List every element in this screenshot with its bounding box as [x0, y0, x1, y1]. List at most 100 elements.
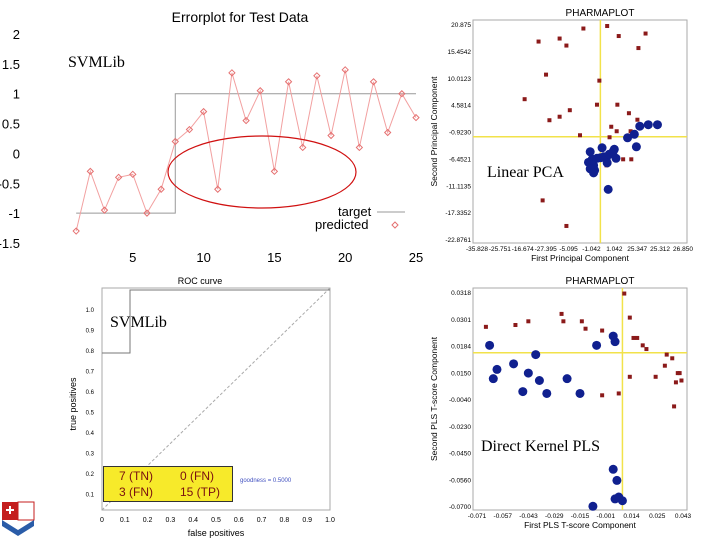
pca-panel: PHARMAPLOT 20.875 15.4542 10.0123 4.5814 -0.9… [425, 0, 720, 272]
xtick-label: 0.014 [623, 513, 640, 520]
overlay-svmlib-top: SVMLib [68, 54, 125, 71]
red-point [640, 343, 645, 348]
errorplot-predicted-point [171, 137, 179, 146]
plot-frame [472, 19, 688, 244]
errorplot-predicted-point [270, 167, 279, 176]
red-point [631, 335, 636, 340]
errorplot-highlight-ellipse [167, 135, 357, 209]
errorplot-predicted-point [327, 131, 335, 140]
overlay-linear-pca: Linear PCA [487, 164, 564, 181]
red-point [643, 31, 648, 36]
blue-point [597, 143, 607, 153]
xtick-label: 25.312 [650, 246, 670, 253]
overlay-svmlib-bottom: SVMLib [110, 314, 167, 331]
red-point [557, 36, 562, 41]
red-point [483, 324, 488, 329]
roc-xtick: 0.4 [188, 517, 198, 524]
pls-panel: PHARMAPLOT 0.0318 0.0301 0.0184 0.0150 -0.004… [425, 270, 720, 540]
errorplot-predicted-line [75, 69, 417, 232]
blue-point [588, 501, 598, 511]
roc-xtick: 0.9 [302, 517, 312, 524]
ytick-label: 20.875 [451, 22, 471, 29]
errorplot-ytick: -0.5 [0, 176, 20, 191]
xtick-label: 0.043 [675, 513, 692, 520]
plot-title: PHARMAPLOT [566, 8, 635, 19]
ytick-label: -22.8761 [445, 237, 471, 244]
roc-curve [102, 289, 330, 354]
roc-ytick: 0.6 [86, 390, 95, 396]
roc-diagonal [101, 287, 331, 511]
red-point [672, 404, 677, 409]
errorplot-predicted-point [398, 90, 406, 98]
legend-target: target [338, 204, 372, 219]
roc-xtick: 0.3 [166, 517, 176, 524]
errorplot-predicted-point [129, 170, 137, 179]
xtick-label: -5.095 [559, 246, 578, 253]
ytick-label: 4.5814 [451, 103, 471, 110]
blue-point [585, 147, 595, 157]
red-point [607, 135, 612, 140]
errorplot-title: Errorplot for Test Data [172, 9, 309, 25]
red-point [670, 356, 675, 361]
blue-point [652, 120, 662, 130]
red-point [644, 347, 649, 352]
xtick-label: -0.071 [468, 513, 487, 520]
xtick-label: -0.057 [494, 513, 513, 520]
ytick-label: 0.0184 [451, 344, 471, 351]
ytick-label: 15.4542 [448, 49, 472, 56]
red-point [616, 391, 621, 396]
red-point [627, 315, 632, 320]
red-point [621, 157, 626, 162]
errorplot-chart: Errorplot for Test Data 2 1.5 1 0.5 0 -0.5 -1 -1… [0, 9, 423, 290]
red-point [653, 374, 658, 379]
blue-point [589, 168, 599, 178]
legend-predicted: predicted [315, 217, 368, 232]
errorplot-xtick: 5 [129, 250, 136, 265]
roc-ytick: 0.9 [86, 329, 95, 335]
red-point [564, 223, 569, 228]
errorplot-ytick: -1.5 [0, 236, 20, 251]
blue-point [562, 374, 572, 384]
roc-goodness: goodness = 0.5000 [240, 478, 292, 484]
ytick-label: -17.3352 [445, 210, 471, 217]
red-point [662, 363, 667, 368]
blue-point [609, 144, 619, 154]
errorplot-ytick: 1.5 [2, 57, 20, 72]
blue-point [488, 374, 498, 384]
red-point [567, 108, 572, 113]
errorplot-predicted-point [313, 72, 321, 80]
ytick-label: -0.0560 [449, 477, 471, 484]
errorplot-predicted-point [284, 78, 293, 86]
errorplot-predicted-point [256, 87, 264, 95]
roc-title: ROC curve [178, 276, 223, 286]
errorplot-predicted-point [185, 125, 194, 134]
roc-xtick: 0.2 [143, 517, 153, 524]
red-point [636, 46, 641, 51]
red-point [664, 352, 669, 357]
xtick-label: -35.828 [466, 246, 488, 253]
roc-xtick: 0.1 [120, 517, 130, 524]
errorplot-predicted-point [72, 227, 80, 235]
cm-tp: 15 (TP) [180, 485, 221, 499]
errorplot-predicted-point [228, 69, 236, 77]
ytick-label: 0.0318 [451, 290, 471, 297]
red-point [547, 118, 552, 123]
blue-point [610, 494, 620, 504]
red-point [579, 319, 584, 324]
errorplot-ytick: 0.5 [2, 117, 20, 132]
red-point [605, 24, 610, 29]
red-point [583, 326, 588, 331]
roc-xtick: 0 [100, 517, 104, 524]
errorplot-predicted-point [412, 113, 420, 122]
blue-point [635, 121, 645, 131]
roc-xtick: 0.5 [211, 517, 221, 524]
blue-point [542, 388, 552, 398]
red-point [600, 328, 605, 333]
blue-point [623, 133, 633, 143]
roc-xtick: 0.7 [257, 517, 267, 524]
xtick-label: -25.751 [489, 246, 511, 253]
red-point [673, 380, 678, 385]
xtick-label: -16.674 [512, 246, 534, 253]
yaxis-label: Second PLS T-score Component [429, 336, 439, 461]
errorplot-target-line [76, 93, 416, 214]
